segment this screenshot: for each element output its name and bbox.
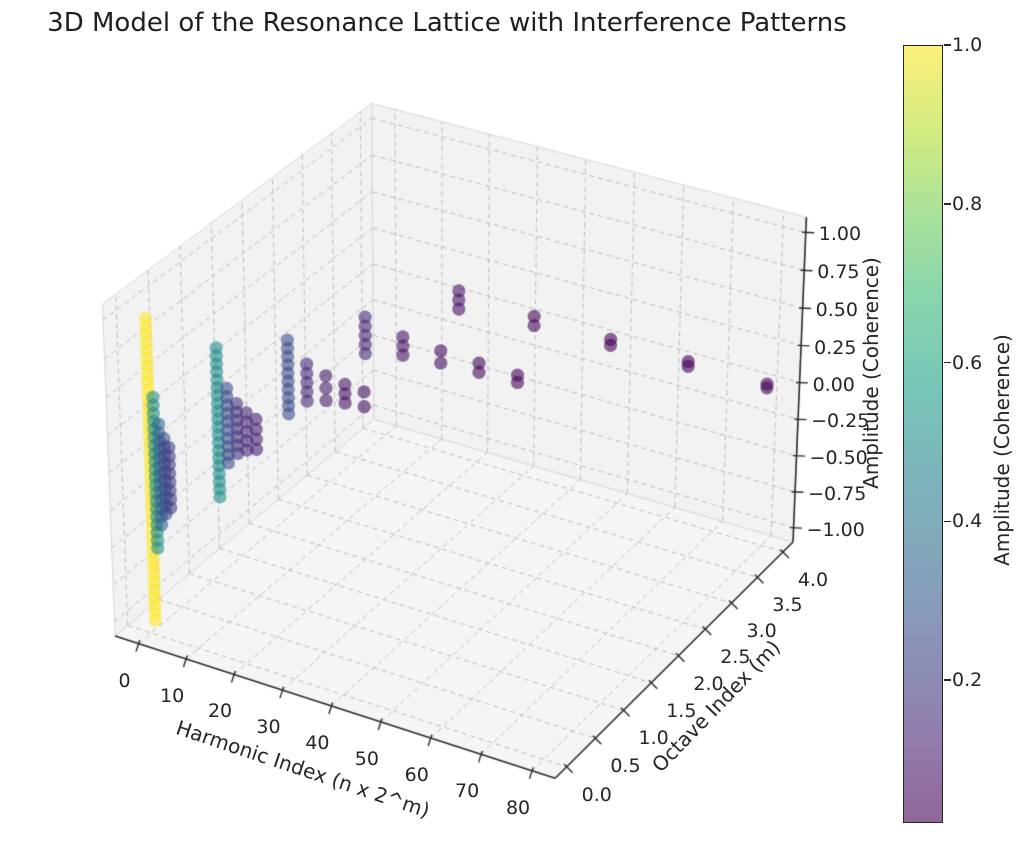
colorbar-label: Amplitude (Coherence) <box>990 334 1014 566</box>
x-tick-label: 50 <box>354 747 379 770</box>
z-tick-label: −1.00 <box>806 518 865 541</box>
colorbar-tick <box>944 361 951 364</box>
x-tick-label: 80 <box>505 796 531 819</box>
chart-title: 3D Model of the Resonance Lattice with I… <box>47 8 847 38</box>
z-tick-label: 0.00 <box>812 373 855 396</box>
z-tick-label: 1.00 <box>818 223 862 246</box>
x-tick-label: 60 <box>404 764 429 787</box>
x-tick-label: 0 <box>118 669 131 692</box>
colorbar-gradient <box>903 45 943 823</box>
y-tick-label: 2.0 <box>693 672 724 695</box>
colorbar-tick-label: 0.2 <box>952 669 983 692</box>
colorbar-tick-label: 0.6 <box>952 351 983 374</box>
colorbar-tick-label: 1.0 <box>952 34 983 56</box>
y-tick-label: 1.5 <box>666 699 697 722</box>
z-tick-label: −0.75 <box>808 482 867 505</box>
colorbar-tick <box>944 202 951 205</box>
colorbar-tick <box>944 44 951 46</box>
y-tick-label: 3.0 <box>746 619 777 642</box>
x-tick-label: 40 <box>305 731 330 754</box>
z-tick-label: 0.50 <box>815 299 858 322</box>
colorbar-tick-label: 0.4 <box>952 510 983 533</box>
z-tick-label: −0.25 <box>811 410 870 433</box>
colorbar-tick <box>944 520 951 523</box>
y-tick-label: 0.0 <box>581 783 612 806</box>
x-tick-label: 10 <box>160 684 185 707</box>
x-tick-label: 30 <box>256 716 281 739</box>
x-tick-label: 70 <box>455 780 480 803</box>
colorbar-tick-label: 0.8 <box>952 192 983 215</box>
y-tick-label: 1.0 <box>638 727 669 750</box>
x-tick-label: 20 <box>207 700 233 723</box>
y-tick-label: 3.5 <box>772 594 803 617</box>
y-tick-label: 0.5 <box>610 755 641 778</box>
z-tick-label: 0.25 <box>814 336 857 359</box>
z-tick-label: 0.75 <box>817 261 860 284</box>
z-axis-label: Amplitude (Coherence) <box>859 257 883 489</box>
colorbar-tick <box>944 679 951 681</box>
y-tick-label: 2.5 <box>720 646 751 669</box>
z-tick-label: −0.50 <box>809 446 868 469</box>
y-tick-label: 4.0 <box>797 568 829 591</box>
